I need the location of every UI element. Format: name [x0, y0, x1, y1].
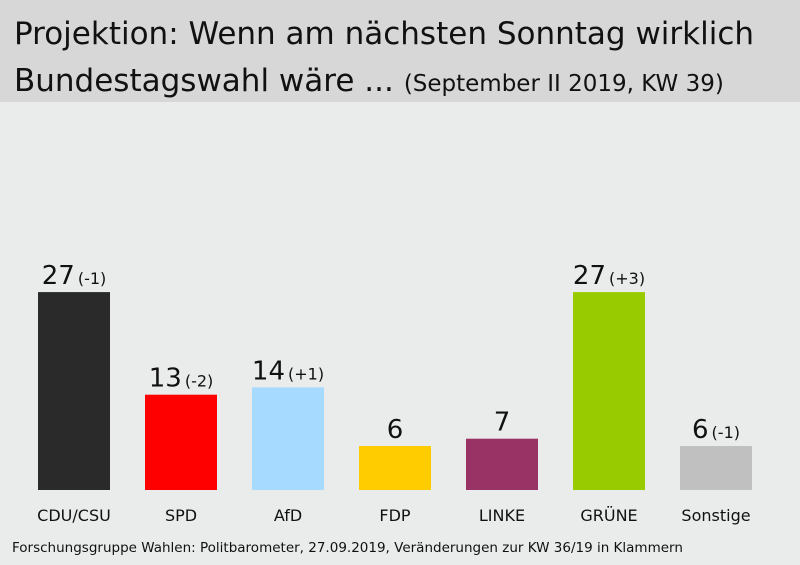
chart-title-line-2-text: Bundestagswahl wäre ... [14, 63, 394, 99]
bar-spd [145, 394, 217, 490]
value-label-spd: 13 (-2) [149, 364, 214, 394]
bar-chart: 27 (-1) CDU/CSU 13 (-2) SPD 14 (+1) AfD 6 FDP 7 LINK… [37, 261, 752, 525]
bar-afd [252, 387, 324, 490]
bar-sonstige [680, 446, 752, 490]
bar-fdp [359, 446, 431, 490]
value-label-afd: 14 (+1) [252, 356, 324, 386]
value-label-linke: 7 [494, 408, 511, 438]
category-label-afd: AfD [274, 506, 302, 525]
category-label-gruene: GRÜNE [580, 506, 637, 525]
header: Projektion: Wenn am nächsten Sonntag wir… [0, 0, 800, 102]
chart-subtitle: (September II 2019, KW 39) [403, 71, 724, 97]
bar-cdu-csu [38, 292, 110, 490]
bar-linke [466, 438, 538, 490]
value-label-fdp: 6 [387, 415, 404, 445]
category-label-cdu-csu: CDU/CSU [37, 506, 111, 525]
value-label-sonstige: 6 (-1) [692, 415, 740, 445]
bar-gruene [573, 292, 645, 490]
value-label-gruene: 27 (+3) [573, 261, 645, 291]
chart-title-line-1: Projektion: Wenn am nächsten Sonntag wir… [14, 16, 755, 52]
category-label-linke: LINKE [479, 506, 525, 525]
category-label-fdp: FDP [379, 506, 411, 525]
category-label-sonstige: Sonstige [681, 506, 750, 525]
value-label-cdu-csu: 27 (-1) [42, 261, 107, 291]
chart-title-line-2: Bundestagswahl wäre ... (September II 201… [14, 63, 724, 99]
category-label-spd: SPD [165, 506, 197, 525]
source-footer: Forschungsgruppe Wahlen: Politbarometer,… [12, 540, 683, 556]
